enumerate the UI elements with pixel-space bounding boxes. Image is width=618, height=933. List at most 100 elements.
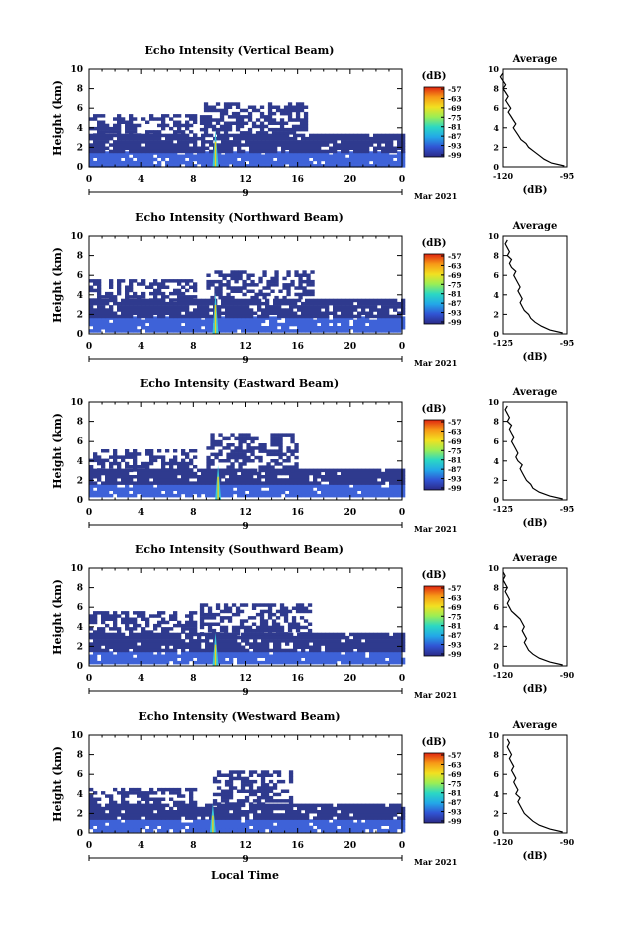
echo-cell — [121, 829, 125, 833]
echo-cell — [209, 143, 213, 147]
echo-cell — [173, 469, 177, 473]
echo-cell — [109, 326, 113, 330]
echo-cell — [385, 299, 389, 303]
echo-cell — [393, 658, 397, 662]
echo-cell — [345, 143, 349, 147]
echo-cell — [173, 323, 177, 327]
echo-cell — [241, 299, 245, 303]
echo-cell — [304, 632, 308, 636]
echo-cell — [385, 305, 389, 309]
echo-cell — [301, 494, 305, 498]
echo-cell — [241, 143, 245, 147]
echo-cell — [121, 323, 125, 327]
echo-cell — [201, 491, 205, 495]
echo-cell — [393, 329, 397, 333]
colorbar-unit: (dB) — [422, 238, 447, 249]
echo-cell — [361, 472, 365, 476]
echo-cell — [222, 469, 226, 473]
echo-cell — [153, 472, 157, 476]
echo-cell — [169, 636, 173, 640]
echo-cell — [113, 155, 117, 159]
echo-cell — [373, 481, 377, 485]
echo-cell — [313, 646, 317, 650]
echo-cell — [238, 270, 242, 274]
echo-cell — [289, 488, 293, 492]
echo-cell — [109, 298, 113, 302]
echo-cell — [373, 639, 377, 643]
echo-cell — [229, 302, 233, 306]
echo-cell — [389, 143, 393, 147]
echo-cell — [272, 626, 276, 630]
echo-cell — [105, 481, 109, 485]
echo-cell — [105, 302, 109, 306]
echo-cell — [177, 127, 181, 130]
echo-cell — [329, 150, 333, 154]
echo-cell — [129, 114, 133, 118]
echo-cell — [365, 636, 369, 640]
echo-cell — [225, 305, 229, 309]
echo-cell — [141, 813, 145, 817]
echo-cell — [373, 305, 377, 309]
echo-cell — [333, 633, 337, 637]
echo-cell — [361, 326, 365, 330]
x-tick-label: 16 — [291, 175, 304, 185]
echo-cell — [145, 478, 149, 482]
echo-cell — [165, 494, 169, 498]
echo-cell — [313, 475, 317, 479]
echo-cell — [169, 468, 173, 472]
echo-cell — [289, 655, 293, 659]
echo-cell — [277, 469, 281, 473]
echo-cell — [369, 804, 373, 808]
echo-cell — [325, 633, 329, 637]
echo-cell — [313, 478, 317, 482]
echo-cell — [145, 161, 149, 165]
echo-cell — [237, 150, 241, 154]
echo-cell — [113, 813, 117, 817]
echo-cell — [93, 323, 97, 327]
echo-cell — [269, 150, 273, 154]
echo-cell — [173, 312, 177, 316]
echo-cell — [313, 642, 317, 646]
echo-cell — [105, 658, 109, 662]
echo-cell — [113, 618, 117, 622]
echo-cell — [125, 295, 129, 299]
echo-cell — [270, 283, 274, 287]
echo-cell — [222, 437, 226, 441]
echo-cell — [113, 611, 117, 615]
day-label: 9 — [242, 189, 248, 199]
echo-cell — [274, 277, 278, 281]
echo-cell — [309, 147, 313, 151]
echo-cell — [145, 472, 149, 476]
echo-cell — [309, 299, 313, 303]
echo-cell — [377, 312, 381, 316]
echo-cell — [208, 125, 212, 129]
colorbar-tick-label: -87 — [448, 132, 462, 141]
echo-cell — [121, 140, 125, 144]
echo-cell — [308, 629, 312, 633]
echo-cell — [357, 134, 361, 138]
echo-cell — [165, 621, 169, 625]
echo-cell — [113, 124, 117, 128]
echo-cell — [225, 150, 229, 154]
echo-cell — [236, 115, 240, 119]
echo-cell — [141, 295, 145, 299]
echo-cell — [289, 491, 293, 495]
echo-cell — [353, 315, 357, 319]
echo-cell — [333, 140, 337, 144]
echo-cell — [357, 312, 361, 316]
echo-cell — [89, 823, 93, 827]
echo-cell — [361, 649, 365, 653]
echo-cell — [137, 649, 141, 653]
echo-cell — [238, 453, 242, 457]
echo-cell — [349, 646, 353, 650]
echo-cell — [345, 636, 349, 640]
echo-cell — [341, 810, 345, 814]
echo-cell — [377, 315, 381, 319]
echo-field — [89, 433, 405, 497]
echo-cell — [365, 305, 369, 309]
echo-cell — [242, 449, 246, 453]
echo-cell — [129, 320, 133, 324]
echo-cell — [217, 642, 221, 646]
echo-cell — [365, 155, 369, 159]
echo-cell — [304, 125, 308, 129]
